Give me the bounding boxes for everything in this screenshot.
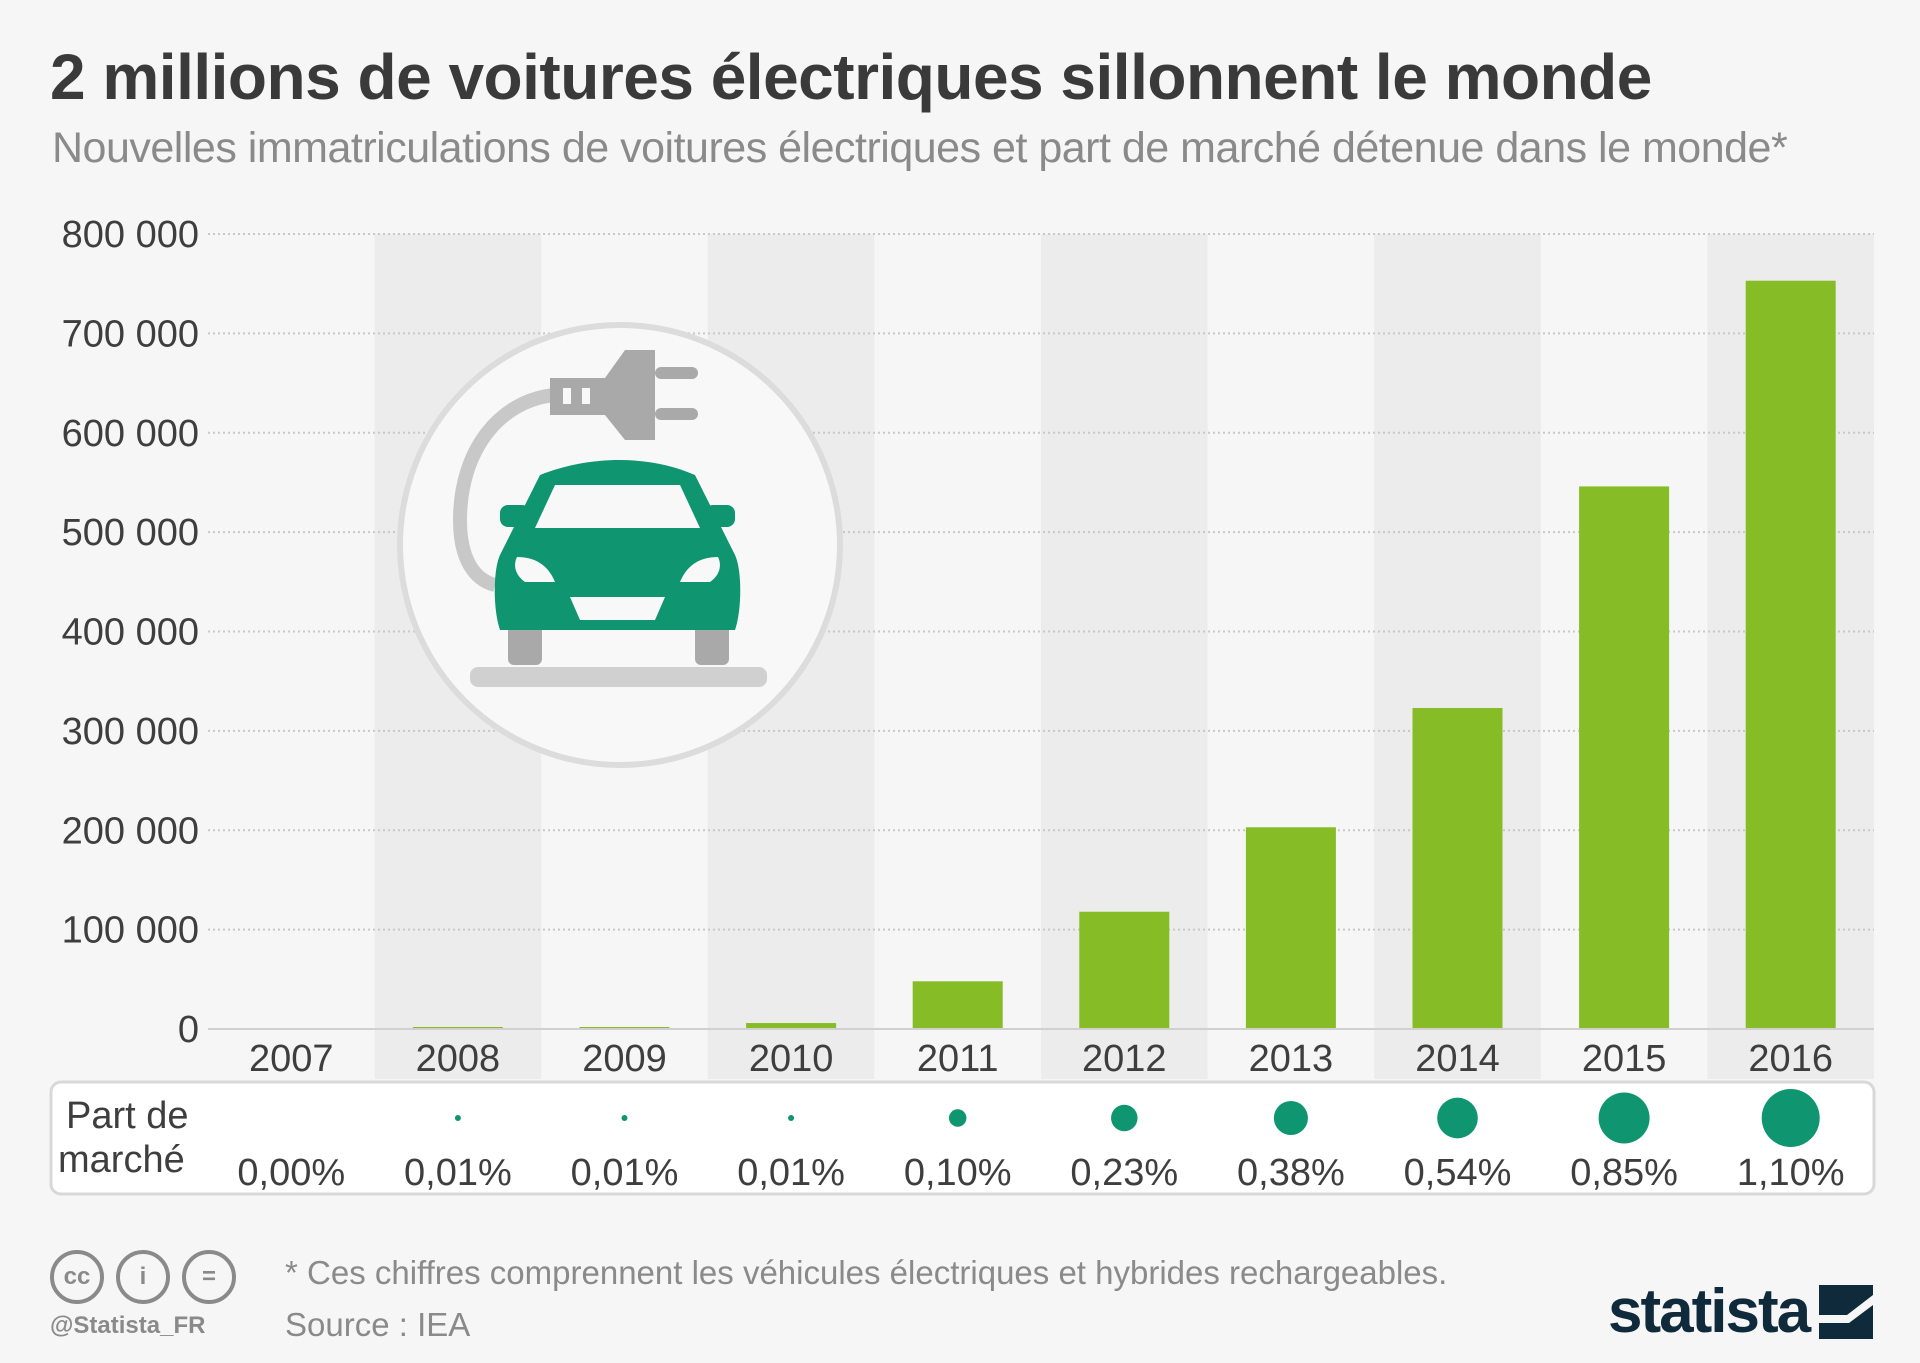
electric-car-illustration bbox=[397, 322, 843, 768]
x-tick-label: 2013 bbox=[1249, 1038, 1334, 1080]
statista-logo[interactable]: statista bbox=[1608, 1276, 1874, 1347]
market-share-panel bbox=[49, 1080, 1876, 1196]
x-tick-label: 2007 bbox=[249, 1038, 334, 1080]
twitter-handle[interactable]: @Statista_FR bbox=[50, 1312, 206, 1339]
y-tick-label: 0 bbox=[178, 1009, 199, 1051]
x-tick-label: 2014 bbox=[1415, 1038, 1500, 1080]
market-share-row: 0,00% 0,01% 0,01% 0,01% 0,10% 0,23% 0,38% 0,54%… bbox=[237, 1089, 1845, 1194]
x-tick-label: 2016 bbox=[1748, 1038, 1833, 1080]
statista-logo-icon bbox=[1819, 1284, 1874, 1339]
wheel-icon bbox=[695, 625, 729, 665]
market-share-value: 0,10% bbox=[904, 1152, 1012, 1194]
x-tick-label: 2015 bbox=[1582, 1038, 1667, 1080]
bar-2015 bbox=[1579, 486, 1670, 1030]
market-share-dot-2015 bbox=[1598, 1092, 1650, 1144]
bars bbox=[412, 280, 1836, 1030]
no-derivatives-icon: = bbox=[182, 1250, 236, 1304]
y-tick-label: 700 000 bbox=[62, 313, 199, 355]
y-tick-label: 200 000 bbox=[62, 810, 199, 852]
x-axis-labels: 2007 2008 2009 2010 2011 2012 2013 2014 2015 2016 bbox=[249, 1038, 1833, 1080]
wheel-icon bbox=[508, 625, 542, 665]
market-share-dot-2014 bbox=[1437, 1097, 1478, 1139]
market-share-value: 0,01% bbox=[404, 1152, 512, 1194]
cc-icon: cc bbox=[50, 1250, 104, 1304]
bar-2012 bbox=[1079, 911, 1170, 1029]
bar-2014 bbox=[1412, 708, 1503, 1029]
plug-icon bbox=[550, 350, 698, 440]
x-tick-label: 2010 bbox=[749, 1038, 834, 1080]
market-share-dot-2016 bbox=[1761, 1089, 1820, 1147]
market-share-value: 0,38% bbox=[1237, 1152, 1345, 1194]
bar-2013 bbox=[1245, 827, 1336, 1029]
market-share-value: 0,85% bbox=[1570, 1152, 1678, 1194]
x-tick-label: 2009 bbox=[582, 1038, 667, 1080]
market-share-dot-2009 bbox=[621, 1115, 628, 1121]
market-share-value: 0,00% bbox=[237, 1152, 345, 1194]
y-tick-label: 500 000 bbox=[62, 512, 199, 554]
market-share-label-line2: marché bbox=[58, 1139, 185, 1181]
attribution-icon: i bbox=[116, 1250, 170, 1304]
car-icon bbox=[494, 460, 741, 630]
market-share-value: 0,01% bbox=[737, 1152, 845, 1194]
cord-icon bbox=[452, 388, 556, 592]
y-axis-ticks: 0 100 000 200 000 300 000 400 000 500 000 600 … bbox=[62, 214, 199, 1051]
x-tick-label: 2011 bbox=[917, 1038, 999, 1080]
market-share-dot-2012 bbox=[1111, 1104, 1138, 1132]
source: Source : IEA bbox=[285, 1306, 471, 1343]
y-tick-label: 400 000 bbox=[62, 612, 199, 654]
x-tick-label: 2012 bbox=[1082, 1038, 1167, 1080]
bar-2011 bbox=[912, 981, 1003, 1029]
market-share-value: 1,10% bbox=[1737, 1152, 1845, 1194]
x-tick-label: 2008 bbox=[416, 1038, 501, 1080]
bar-2010 bbox=[746, 1023, 837, 1029]
bar-2016 bbox=[1745, 280, 1836, 1029]
market-share-dot-2008 bbox=[454, 1115, 461, 1121]
y-tick-label: 800 000 bbox=[62, 214, 199, 256]
chart-subtitle: Nouvelles immatriculations de voitures é… bbox=[52, 124, 1788, 172]
market-share-dot-2010 bbox=[788, 1115, 795, 1121]
chart-title: 2 millions de voitures électriques sillo… bbox=[50, 41, 1652, 113]
ground-icon bbox=[470, 667, 767, 687]
market-share-value: 0,01% bbox=[571, 1152, 679, 1194]
market-share-dot-2013 bbox=[1273, 1100, 1308, 1136]
market-share-label-line1: Part de bbox=[66, 1095, 189, 1137]
footnote: * Ces chiffres comprennent les véhicules… bbox=[285, 1254, 1448, 1291]
logo-text: statista bbox=[1608, 1277, 1811, 1346]
y-tick-label: 600 000 bbox=[62, 413, 199, 455]
y-tick-label: 300 000 bbox=[62, 711, 199, 753]
y-tick-label: 100 000 bbox=[62, 910, 199, 952]
market-share-value: 0,23% bbox=[1070, 1152, 1178, 1194]
market-share-value: 0,54% bbox=[1404, 1152, 1512, 1194]
market-share-dot-2011 bbox=[948, 1109, 967, 1127]
